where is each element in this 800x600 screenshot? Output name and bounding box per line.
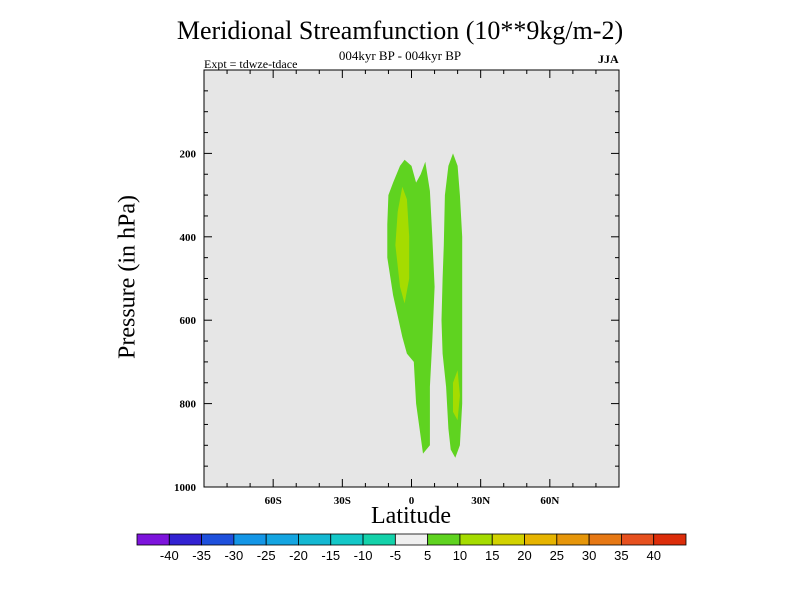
colorbar-swatch — [556, 533, 590, 546]
y-tick-label: 200 — [180, 148, 197, 160]
colorbar-swatch — [233, 533, 267, 546]
y-tick-label: 600 — [180, 315, 197, 327]
colorbar-swatch — [330, 533, 364, 546]
colorbar-label: 5 — [424, 548, 431, 563]
colorbar-swatch — [588, 533, 622, 546]
experiment-label: Expt = tdwze-tdace — [204, 57, 298, 71]
colorbar-swatch — [491, 533, 525, 546]
colorbar-label: 10 — [453, 548, 467, 563]
season-label: JJA — [598, 52, 619, 66]
x-tick-label: 60S — [265, 495, 282, 507]
colorbar-swatch — [265, 533, 299, 546]
colorbar-label: -5 — [390, 548, 402, 563]
colorbar-label: 25 — [550, 548, 564, 563]
colorbar-swatch — [653, 533, 687, 546]
colorbar-label: -25 — [257, 548, 276, 563]
colorbar-label: 35 — [614, 548, 628, 563]
contour-region-cell-east-10-15 — [453, 370, 460, 421]
colorbar-swatch — [394, 533, 429, 546]
contour-region-cell-west-10-15 — [395, 186, 410, 304]
colorbar: -40 -35 -30 -25 -20 -15 -10 -5 5 10 15 20 25 30 35 40 — [136, 533, 687, 563]
colorbar-label: 40 — [646, 548, 660, 563]
colorbar-swatch — [168, 533, 202, 546]
colorbar-swatch — [524, 533, 558, 546]
colorbar-label: 15 — [485, 548, 499, 563]
chart-subtitle: 004kyr BP - 004kyr BP — [338, 48, 462, 63]
x-tick-label: 30S — [334, 495, 351, 507]
colorbar-label: -10 — [354, 548, 373, 563]
axes-layer: 60S 30S 0 30N 60N 200 400 600 800 1000 — [174, 69, 620, 507]
plot-layer — [204, 70, 619, 487]
y-tick-label: 800 — [180, 399, 197, 411]
colorbar-swatch — [459, 533, 493, 546]
chart-title: Meridional Streamfunction (10**9kg/m-2) — [176, 16, 624, 45]
colorbar-label: -15 — [321, 548, 340, 563]
colorbar-swatch — [136, 533, 170, 546]
colorbar-swatch — [427, 533, 461, 546]
colorbar-label: -40 — [160, 548, 179, 563]
x-tick-label: 60N — [540, 495, 559, 507]
x-axis-label: Latitude — [371, 503, 451, 529]
x-tick-label: 0 — [409, 495, 415, 507]
y-tick-label: 1000 — [174, 482, 197, 494]
y-tick-label: 400 — [180, 232, 197, 244]
colorbar-label: -30 — [224, 548, 243, 563]
colorbar-label: -35 — [192, 548, 211, 563]
colorbar-swatch — [362, 533, 396, 546]
colorbar-label: -20 — [289, 548, 308, 563]
x-tick-label: 30N — [471, 495, 490, 507]
colorbar-swatch — [298, 533, 332, 546]
colorbar-label: 30 — [582, 548, 596, 563]
colorbar-swatch — [621, 533, 655, 546]
colorbar-swatch — [201, 533, 235, 546]
colorbar-label: 20 — [517, 548, 531, 563]
